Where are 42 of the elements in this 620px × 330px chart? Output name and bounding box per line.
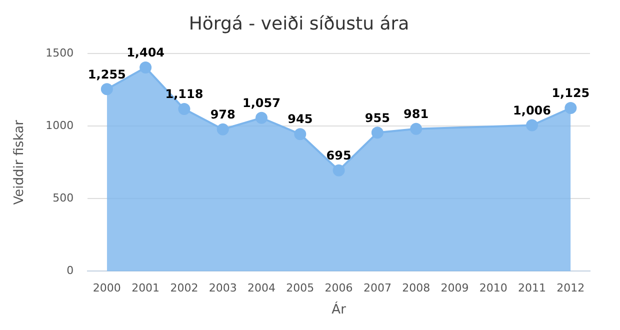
y-axis-title: Veiddir fiskar (12, 119, 28, 205)
point (526, 119, 538, 132)
x-tick-label: 2000 (92, 282, 121, 295)
y-tick-label: 500 (52, 192, 74, 205)
point (216, 123, 229, 136)
x-tick-label: 2010 (479, 282, 508, 295)
data-label: 978 (210, 107, 236, 122)
point (564, 102, 577, 114)
x-tick-label: 2003 (208, 282, 237, 295)
data-label: 1,255 (88, 67, 126, 82)
point (410, 122, 422, 135)
point (256, 112, 268, 124)
x-tick-label: 2009 (440, 282, 469, 295)
x-tick-label: 2011 (518, 282, 546, 295)
data-label: 955 (364, 110, 390, 125)
data-label: 1,006 (513, 103, 552, 118)
point (332, 164, 345, 176)
y-tick-label: 1000 (46, 118, 74, 132)
x-tick-label: 2008 (402, 282, 430, 295)
data-label: 1,057 (242, 96, 280, 110)
chart-title: Hörgá - veiði síðustu ára (188, 13, 410, 34)
y-tick-label: 1500 (46, 46, 74, 60)
data-label: 695 (326, 148, 352, 163)
x-tick-label: 2004 (248, 282, 276, 295)
point (294, 128, 306, 140)
data-label: 1,125 (552, 86, 590, 100)
y-tick-label: 0 (66, 264, 74, 278)
data-label: 1,118 (165, 87, 204, 102)
point (371, 126, 384, 139)
data-label: 945 (288, 112, 313, 126)
x-tick-label: 2012 (556, 282, 585, 295)
data-label: 981 (404, 107, 429, 122)
x-tick-label: 2007 (363, 282, 392, 295)
data-label: 1,404 (126, 46, 165, 60)
x-tick-label: 2006 (324, 282, 353, 295)
x-tick-label: 2002 (170, 282, 198, 295)
x-tick-label: 2001 (132, 282, 160, 295)
point (100, 83, 113, 96)
point (178, 103, 190, 116)
point (140, 62, 152, 74)
x-tick-label: 2005 (286, 282, 314, 295)
x-axis-title: Ár (332, 300, 347, 318)
